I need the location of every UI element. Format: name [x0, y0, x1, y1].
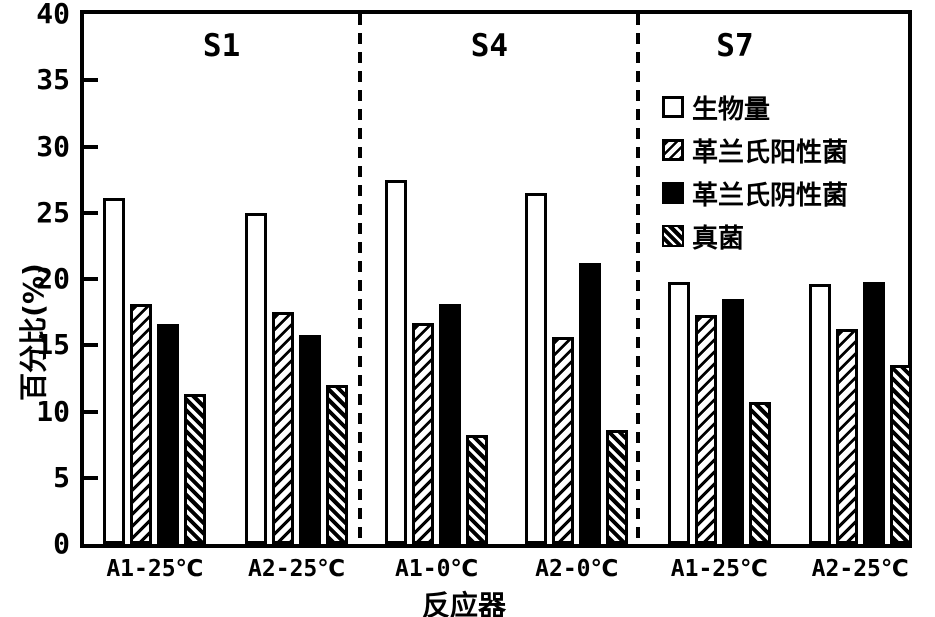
y-tick-mark [84, 475, 98, 480]
bar [130, 304, 153, 544]
bar [439, 304, 462, 544]
x-category-label: A2-0℃ [535, 556, 619, 582]
y-tick-mark [84, 277, 98, 281]
bar-group [245, 14, 349, 544]
y-tick-label: 25 [36, 195, 70, 229]
bar [326, 385, 349, 544]
legend-label: 革兰氏阴性菌 [692, 180, 849, 211]
bar [889, 365, 912, 544]
legend-swatch-dark-hatch-icon [662, 225, 684, 247]
bar [694, 314, 717, 544]
y-tick-mark [84, 78, 98, 83]
x-category-label: A1-25℃ [670, 556, 768, 582]
bar [466, 435, 489, 544]
bar [385, 179, 408, 544]
legend-swatch-black-icon [662, 182, 684, 204]
bar [103, 198, 126, 544]
legend-swatch-hatch-icon [662, 139, 684, 161]
bar [525, 192, 548, 544]
bar [299, 334, 322, 544]
x-axis-title: 反应器 [421, 589, 507, 617]
x-category-label: A1-25℃ [106, 556, 204, 582]
section-divider [635, 14, 640, 544]
legend-item-fungi: 真菌 [662, 219, 848, 254]
y-tick-mark [84, 409, 98, 414]
y-tick-label: 35 [36, 63, 70, 97]
legend-swatch-white-icon [662, 96, 684, 118]
bar-group [808, 14, 912, 544]
bar-group [667, 14, 771, 544]
bar [245, 212, 268, 544]
legend-item-gram-negative: 革兰氏阴性菌 [662, 176, 849, 211]
legend-label: 真菌 [692, 223, 745, 254]
legend-label: 生物量 [692, 94, 771, 125]
bar-group [525, 14, 629, 544]
legend-item-biomass: 生物量 [662, 90, 848, 125]
y-tick-label: 0 [53, 527, 70, 560]
bar [412, 322, 435, 544]
bar [835, 329, 858, 544]
y-tick-label: 30 [36, 129, 70, 163]
plot-area: 生物量 革兰氏阳性菌 革兰氏阴性菌 真菌 S1 S4 S7 [80, 10, 912, 548]
bar-group [103, 14, 207, 544]
x-category-label: A1-0℃ [395, 556, 479, 582]
bar [272, 312, 295, 544]
y-tick-mark [84, 210, 98, 215]
x-category-label: A2-25℃ [248, 556, 346, 582]
bar [579, 263, 602, 544]
y-tick-mark [84, 144, 98, 149]
y-tick-label: 5 [53, 460, 70, 494]
bar [184, 394, 207, 544]
bar-group [385, 14, 489, 544]
bar [748, 402, 771, 544]
bar [862, 281, 885, 544]
section-divider [358, 14, 363, 544]
y-tick-mark [84, 343, 98, 348]
legend-label: 革兰氏阳性菌 [692, 137, 849, 168]
bar [667, 281, 690, 544]
legend: 生物量 革兰氏阳性菌 革兰氏阴性菌 真菌 [662, 90, 849, 254]
bar [552, 337, 575, 544]
y-tick-label: 15 [36, 328, 70, 362]
bar [721, 298, 744, 544]
bar [157, 324, 180, 544]
x-category-label: A2-25℃ [811, 556, 909, 582]
legend-item-gram-positive: 革兰氏阳性菌 [662, 133, 849, 168]
section-label: S7 [716, 28, 754, 64]
y-tick-label: 10 [36, 394, 70, 428]
bar [606, 430, 629, 544]
y-tick-label: 40 [36, 0, 70, 30]
y-tick-label: 20 [36, 262, 70, 295]
bar [808, 284, 831, 544]
section-label: S4 [470, 28, 509, 64]
section-label: S1 [202, 28, 241, 64]
